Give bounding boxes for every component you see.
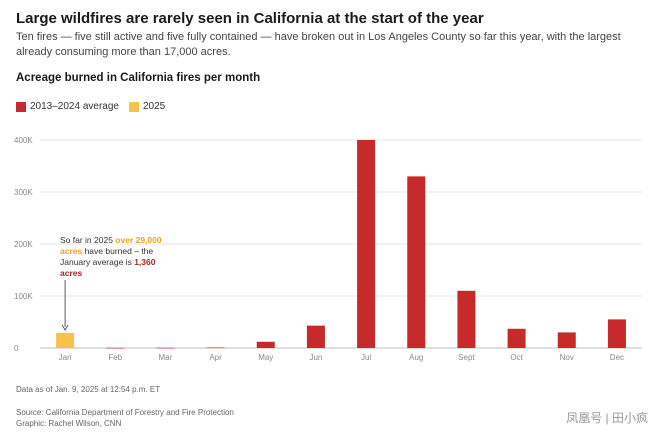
bar-average: [156, 347, 175, 349]
legend-swatch-average: [16, 101, 26, 112]
bar-average: [206, 347, 225, 349]
bar-average: [256, 341, 275, 348]
x-tick-label: Mar: [159, 353, 173, 362]
annotation-highlight-2025: over 29,000 acres: [60, 235, 162, 256]
legend-item-2025: 2025: [128, 101, 166, 112]
annotation-text-1: So far in 2025: [60, 235, 116, 245]
x-tick-label: Jul: [361, 353, 371, 362]
x-tick-label: Aug: [409, 353, 423, 362]
x-tick-label: May: [258, 353, 273, 362]
x-tick-label: Jan: [59, 353, 72, 362]
bar-2025: [56, 332, 75, 348]
bar-average: [457, 290, 476, 348]
source-line: Source: California Department of Forestr…: [16, 408, 234, 417]
bar-average: [507, 328, 526, 348]
legend-swatch-2025: [128, 101, 139, 112]
y-tick-label: 0: [14, 344, 19, 353]
chart-headline: Large wildfires are rarely seen in Calif…: [16, 10, 484, 27]
bar-average: [557, 332, 576, 348]
chart-title: Acreage burned in California fires per m…: [16, 72, 261, 84]
graphic-credit: Graphic: Rachel Wilson, CNN: [16, 419, 122, 428]
bar-average: [607, 319, 626, 348]
x-tick-label: Apr: [209, 353, 222, 362]
chart-annotation: So far in 2025 over 29,000 acres have bu…: [60, 235, 178, 279]
x-tick-label: Jun: [309, 353, 322, 362]
legend: 2013–2024 average 2025: [16, 101, 175, 112]
legend-label-2025: 2025: [142, 101, 166, 112]
data-note: Data as of Jan. 9, 2025 at 12:54 p.m. ET: [16, 385, 161, 394]
y-tick-label: 400K: [14, 136, 33, 145]
legend-label-average: 2013–2024 average: [30, 101, 119, 112]
annotation-arrowhead: [61, 324, 69, 331]
x-tick-label: Feb: [108, 353, 122, 362]
bar-average: [407, 176, 426, 348]
bar-average: [106, 347, 125, 349]
y-tick-label: 300K: [14, 188, 33, 197]
bar-average: [357, 140, 376, 348]
chart-subtitle: Ten fires — five still active and five f…: [16, 31, 621, 58]
x-tick-label: Dec: [610, 353, 624, 362]
x-tick-label: Sept: [458, 353, 475, 362]
x-tick-label: Nov: [560, 353, 574, 362]
annotation-highlight-average: 1,360 acres: [60, 257, 156, 278]
annotation-text-2: have burned – the January average is: [60, 246, 154, 267]
y-tick-label: 200K: [14, 240, 33, 249]
source-credit: Source: California Department of Forestr…: [16, 407, 234, 429]
bar-average: [306, 325, 325, 348]
legend-item-average: 2013–2024 average: [16, 101, 119, 112]
watermark: 凤凰号 | 田小疯: [566, 411, 648, 425]
y-tick-label: 100K: [14, 292, 33, 301]
x-tick-label: Oct: [510, 353, 523, 362]
